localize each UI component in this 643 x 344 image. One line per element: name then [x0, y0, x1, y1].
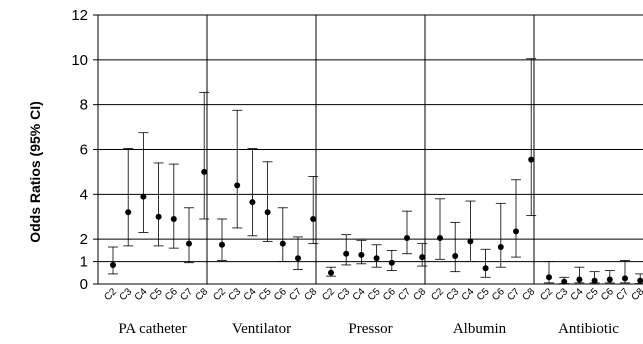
point-g3-c5	[373, 255, 380, 262]
category-label-g3-c6: C6	[381, 286, 398, 303]
point-g5-c5	[591, 277, 598, 284]
category-label-g3-c8: C8	[411, 286, 428, 303]
group-label-1: PA catheter	[118, 321, 186, 337]
category-label-g5-c5: C5	[584, 286, 601, 303]
point-g1-c6	[170, 215, 177, 222]
point-g1-c3	[125, 209, 132, 216]
y-tick-label-2: 2	[80, 231, 88, 248]
category-label-g1-c6: C6	[163, 286, 180, 303]
category-label-g3-c5: C5	[366, 286, 383, 303]
point-g1-c5	[155, 213, 162, 220]
category-label-g1-c7: C7	[178, 286, 195, 303]
category-label-g1-c3: C3	[117, 286, 134, 303]
y-tick-label-10: 10	[71, 52, 88, 69]
point-g2-c8	[310, 215, 317, 222]
category-label-g2-c6: C6	[272, 286, 289, 303]
category-label-g3-c4: C4	[351, 286, 368, 303]
point-g4-c6	[497, 244, 504, 251]
category-label-g4-c6: C6	[490, 286, 507, 303]
category-label-g3-c7: C7	[396, 286, 413, 303]
point-g5-c6	[606, 276, 613, 283]
category-label-g4-c2: C2	[429, 286, 446, 303]
point-g4-c3	[452, 252, 459, 259]
category-label-g2-c5: C5	[257, 286, 274, 303]
point-g2-c6	[279, 240, 286, 247]
point-g1-c7	[186, 240, 192, 247]
point-g3-c4	[358, 251, 365, 258]
y-tick-label-0: 0	[80, 276, 88, 293]
category-label-g1-c5: C5	[148, 286, 165, 303]
group-label-4: Albumin	[453, 321, 507, 337]
point-g3-c7	[404, 235, 410, 242]
category-label-g5-c3: C3	[553, 286, 570, 303]
category-label-g3-c3: C3	[335, 286, 352, 303]
category-label-g2-c8: C8	[302, 286, 319, 303]
point-g5-c4	[576, 276, 583, 283]
category-label-g4-c3: C3	[444, 286, 461, 303]
category-label-g2-c4: C4	[242, 286, 259, 303]
point-g3-c6	[388, 259, 395, 266]
category-label-g4-c8: C8	[520, 286, 537, 303]
y-tick-label-12: 12	[71, 7, 88, 24]
point-g5-c8	[637, 277, 643, 284]
point-g3-c2	[328, 269, 334, 276]
category-label-g1-c2: C2	[102, 286, 119, 303]
point-g4-c7	[513, 228, 519, 235]
point-g5-c3	[561, 278, 568, 285]
data-marks	[108, 58, 643, 285]
point-g2-c3	[234, 182, 241, 189]
point-g2-c7	[295, 255, 301, 262]
category-label-g2-c3: C3	[226, 286, 243, 303]
category-label-g5-c4: C4	[569, 286, 586, 303]
point-g4-c2	[437, 235, 443, 242]
category-label-g2-c2: C2	[211, 286, 228, 303]
point-g1-c2	[110, 261, 116, 268]
category-label-g5-c8: C8	[629, 286, 643, 303]
y-tick-label-1: 1	[80, 254, 88, 271]
point-g4-c8	[528, 156, 535, 163]
point-g2-c4	[249, 199, 256, 206]
group-labels: PA catheter Ventilator Pressor Albumin Antib…	[118, 321, 619, 337]
category-label-g1-c8: C8	[193, 286, 210, 303]
category-label-g4-c7: C7	[505, 286, 522, 303]
category-label-g5-c7: C7	[614, 286, 631, 303]
category-label-g5-c2: C2	[538, 286, 555, 303]
point-g4-c5	[482, 265, 489, 272]
y-tick-label-4: 4	[80, 186, 88, 203]
y-axis-label: Odds Ratios (95% CI)	[27, 101, 43, 243]
point-g1-c8	[201, 168, 208, 175]
category-label-g3-c2: C2	[320, 286, 337, 303]
point-g5-c7	[622, 275, 628, 282]
point-g3-c3	[343, 250, 350, 257]
group-label-5: Antibiotic	[558, 321, 619, 337]
category-label-g2-c7: C7	[287, 286, 304, 303]
point-g2-c2	[219, 241, 225, 248]
grid-lines	[98, 14, 643, 284]
group-label-2: Ventilator	[232, 321, 291, 337]
category-label-g4-c4: C4	[460, 286, 477, 303]
y-tick-label-6: 6	[80, 142, 88, 159]
category-label-g4-c5: C5	[475, 286, 492, 303]
point-g5-c2	[546, 274, 552, 281]
axes	[93, 14, 643, 285]
point-g2-c5	[264, 209, 271, 216]
category-label-g1-c4: C4	[133, 286, 150, 303]
group-label-3: Pressor	[348, 321, 392, 337]
category-label-g5-c6: C6	[599, 286, 616, 303]
y-tick-label-8: 8	[80, 97, 88, 114]
point-g4-c4	[467, 238, 474, 245]
point-g1-c4	[140, 193, 147, 200]
point-g3-c8	[419, 254, 426, 261]
